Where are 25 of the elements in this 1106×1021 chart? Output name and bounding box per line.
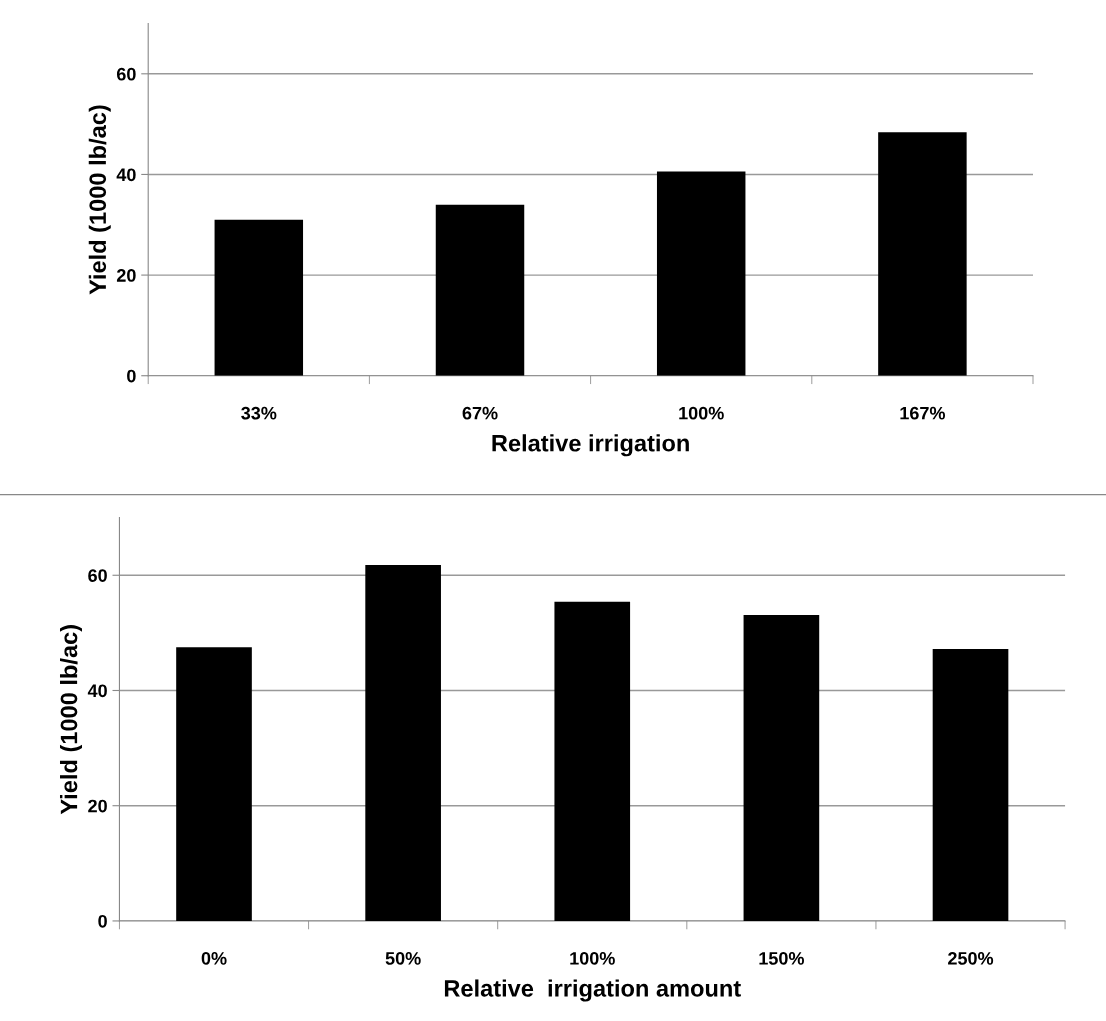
y-tick-label: 40 — [87, 684, 107, 698]
y-tick-label: 60 — [116, 67, 136, 81]
x-tick-label: 50% — [385, 951, 421, 965]
y-tick-label: 20 — [116, 269, 136, 282]
y-tick-label: 60 — [88, 569, 107, 582]
x-tick-label: 167% — [900, 406, 946, 420]
x-tick-label: 100% — [570, 951, 615, 965]
bar — [435, 204, 525, 376]
y-axis-title: Yield (1000 lb/ac) — [60, 625, 83, 815]
x-tick-label: 33% — [241, 406, 277, 420]
x-axis-title: Relative irrigation — [492, 434, 689, 457]
x-tick-label: 150% — [759, 951, 804, 965]
x-tick-label: 100% — [679, 406, 724, 420]
x-tick-label: 250% — [948, 951, 994, 965]
y-tick-label: 0 — [98, 914, 107, 928]
bar — [878, 132, 967, 376]
x-axis-title: Relative irrigation amount — [444, 979, 741, 1002]
y-axis-title: Yield (1000 lb/ac) — [88, 105, 111, 295]
x-tick-label: 0% — [201, 951, 227, 965]
y-tick-label: 20 — [88, 799, 107, 813]
y-tick-label: 40 — [116, 168, 136, 182]
bar — [656, 171, 746, 376]
x-tick-label: 67% — [462, 406, 498, 420]
bar — [214, 219, 304, 376]
y-tick-label: 0 — [127, 369, 136, 383]
